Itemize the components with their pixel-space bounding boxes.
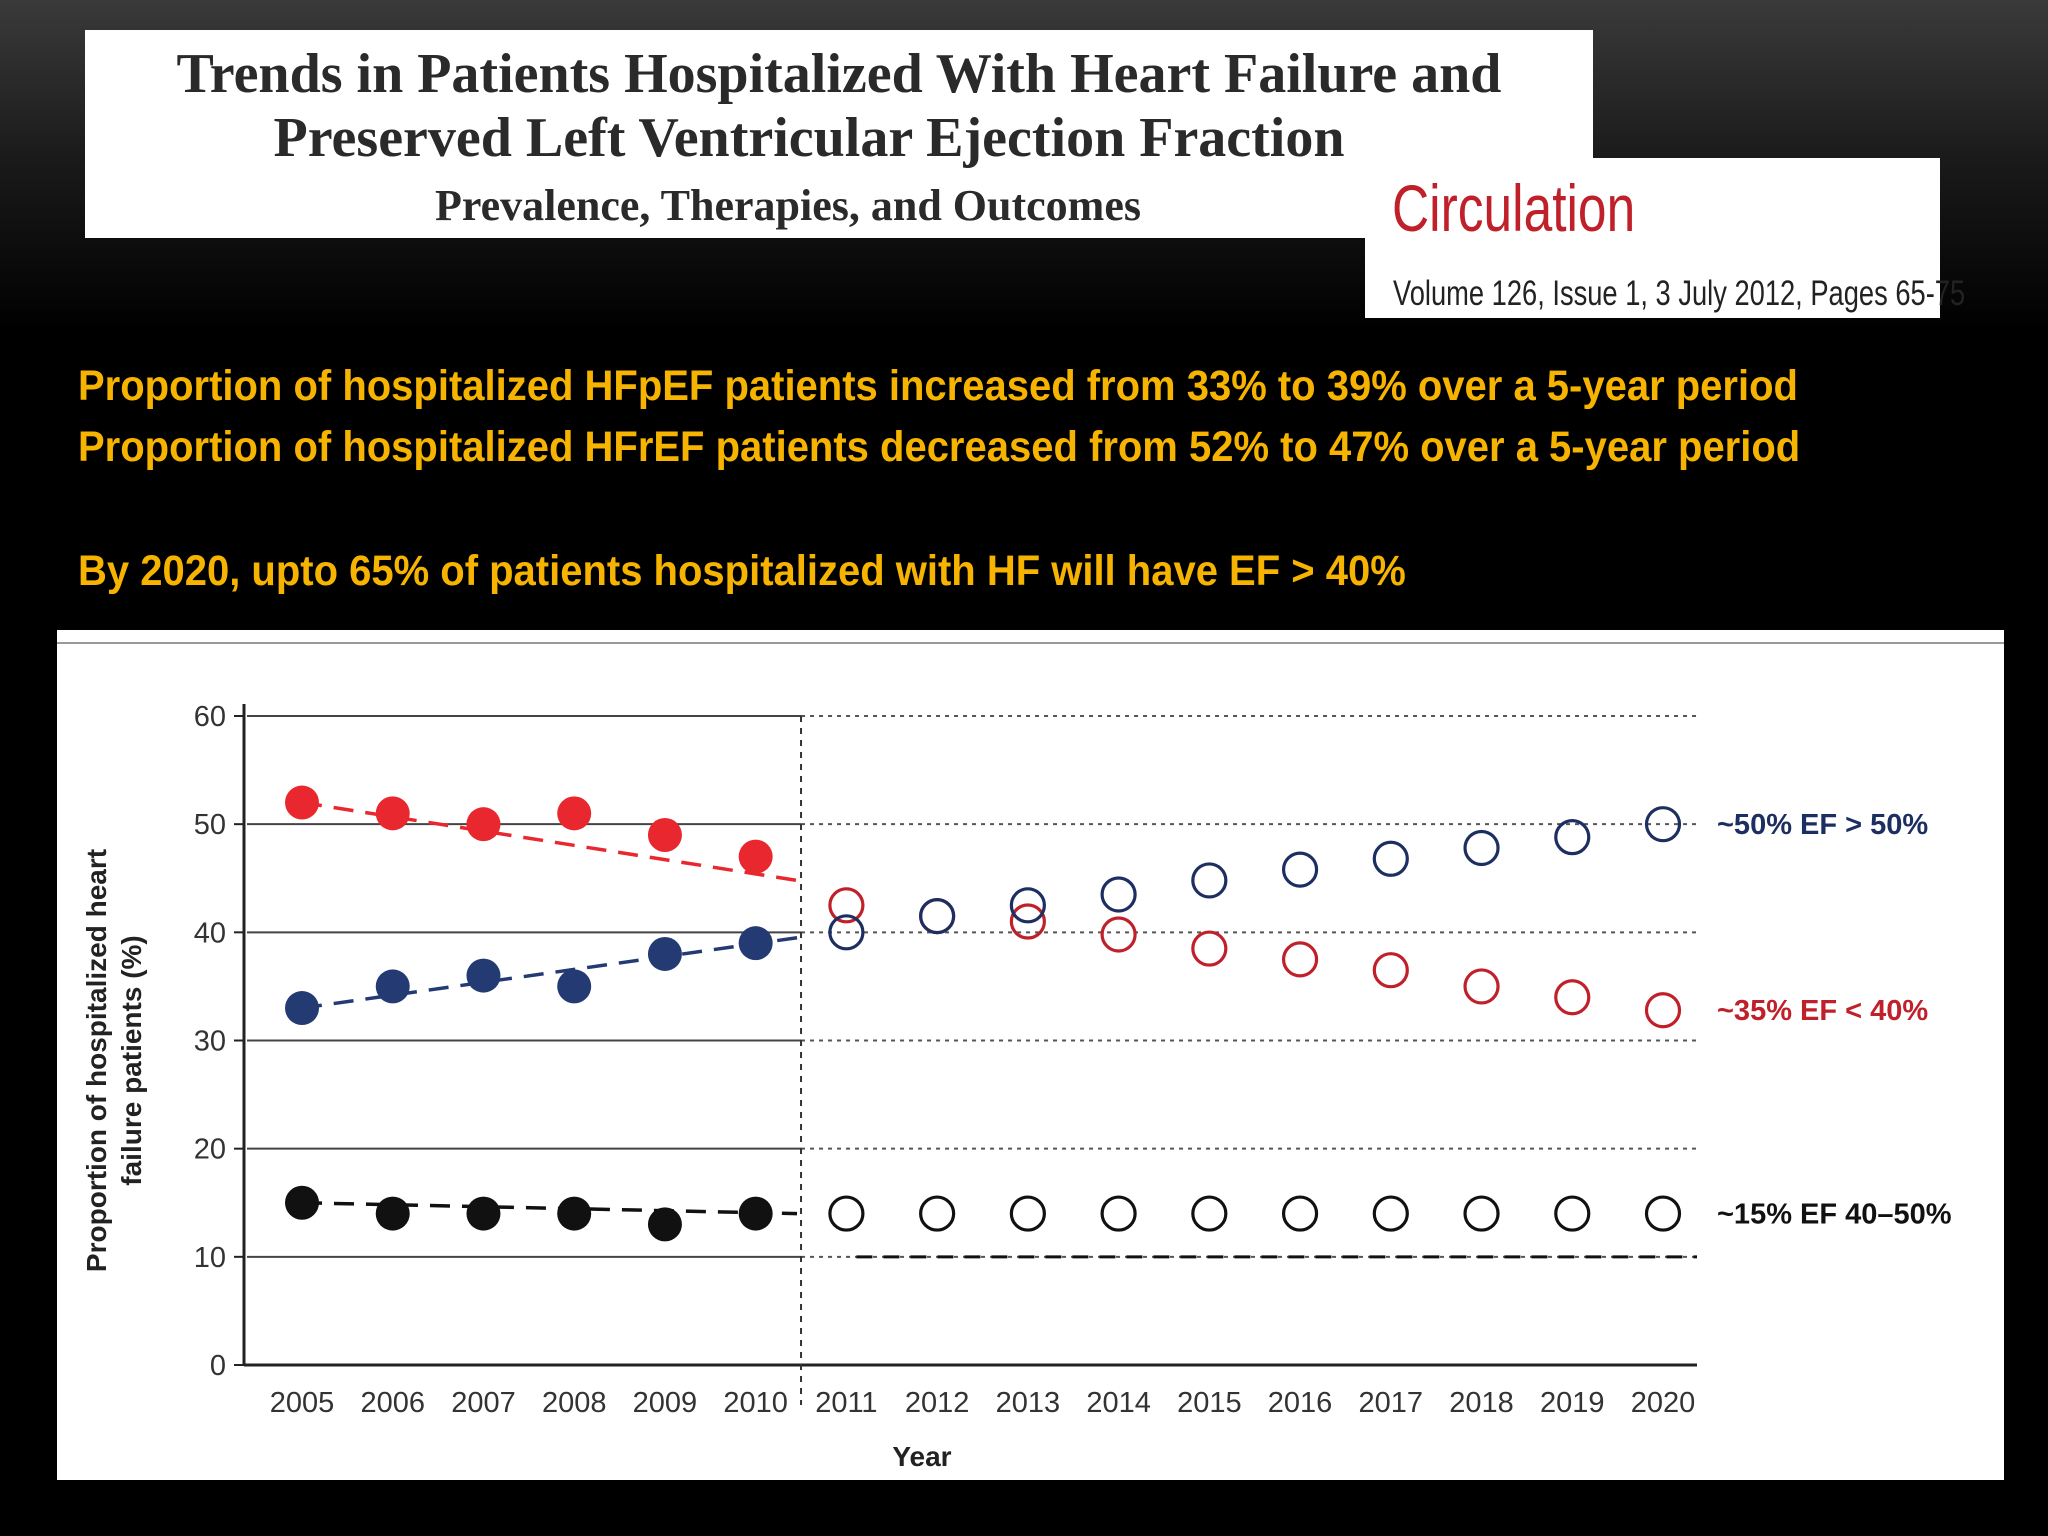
annotation-ef_40_50: ~15% EF 40–50% — [1717, 1199, 1952, 1231]
y-tick-label: 40 — [194, 917, 226, 949]
projected-point-ef_gt_50 — [1009, 887, 1046, 924]
observed-point-ef_40_50 — [375, 1196, 410, 1231]
y-axis-title-line1: Proportion of hospitalized heart — [81, 849, 112, 1272]
observed-point-ef_lt_40 — [285, 785, 319, 820]
headline-projection: By 2020, upto 65% of patients hospitaliz… — [78, 547, 1406, 595]
trend-chart: 0 10 20 30 40 50 60 2005 2006 2007 2008 2009 2010 201… — [57, 642, 2004, 1472]
x-tick-label: 2019 — [1540, 1387, 1605, 1419]
projected-point-ef_lt_40 — [1100, 916, 1137, 953]
x-tick-label: 2012 — [905, 1387, 970, 1419]
annotation-ef_lt_40: ~35% EF < 40% — [1717, 995, 1928, 1027]
projected-point-ef_40_50 — [1554, 1195, 1591, 1232]
y-axis-title-line2: failure patients (%) — [116, 935, 147, 1185]
projected-point-ef_gt_50 — [1281, 851, 1319, 888]
projected-point-ef_lt_40 — [1009, 903, 1046, 940]
y-tick-label: 10 — [194, 1242, 226, 1274]
x-tick-label: 2016 — [1268, 1387, 1333, 1419]
x-tick-label: 2017 — [1359, 1387, 1424, 1419]
projected-point-ef_40_50 — [1191, 1195, 1228, 1232]
projected-point-ef_40_50 — [1372, 1195, 1409, 1232]
headline-hfref: Proportion of hospitalized HFrEF patient… — [78, 423, 1801, 471]
projected-point-ef_gt_50 — [828, 914, 865, 951]
projected-point-ef_40_50 — [919, 1195, 956, 1232]
projected-point-ef_gt_50 — [1372, 840, 1409, 877]
y-tick-label: 60 — [194, 701, 226, 733]
observed-point-ef_lt_40 — [647, 817, 682, 852]
journal-box: Circulation Volume 126, Issue 1, 3 July … — [1365, 158, 1965, 318]
observed-point-ef_lt_40 — [466, 807, 501, 842]
projected-point-ef_40_50 — [1463, 1195, 1500, 1232]
headline-hfpef: Proportion of hospitalized HFpEF patient… — [78, 362, 1798, 410]
observed-point-ef_gt_50 — [375, 969, 410, 1004]
x-tick-label: 2005 — [270, 1387, 335, 1419]
y-tick-label: 20 — [194, 1134, 226, 1166]
observed-point-ef_gt_50 — [647, 936, 682, 971]
x-tick-label: 2014 — [1086, 1387, 1151, 1419]
x-axis-title: Year — [892, 1441, 951, 1472]
projected-point-ef_gt_50 — [1644, 806, 1682, 843]
observed-point-ef_lt_40 — [557, 796, 592, 831]
projected-point-ef_lt_40 — [1372, 952, 1409, 989]
observed-point-ef_gt_50 — [738, 926, 773, 961]
paper-title-box: Trends in Patients Hospitalized With Hea… — [85, 30, 1593, 238]
projected-point-ef_40_50 — [1009, 1195, 1046, 1232]
observed-point-ef_lt_40 — [738, 839, 773, 874]
projected-point-ef_gt_50 — [1191, 862, 1228, 899]
y-tick-label: 0 — [210, 1350, 226, 1382]
x-tick-label: 2018 — [1449, 1387, 1514, 1419]
projected-point-ef_gt_50 — [1463, 829, 1500, 867]
y-tick-label: 50 — [194, 809, 226, 841]
series-ef_gt_50: ~50% EF > 50% — [285, 806, 1928, 1026]
paper-title-line1: Trends in Patients Hospitalized With Hea… — [176, 43, 1502, 105]
paper-subtitle: Prevalence, Therapies, and Outcomes — [435, 181, 1141, 230]
trend-line-ef_gt_50 — [301, 936, 798, 1010]
projected-point-ef_40_50 — [1100, 1195, 1137, 1232]
x-tick-label: 2011 — [815, 1387, 877, 1419]
projected-point-ef_lt_40 — [1281, 941, 1319, 978]
observed-point-ef_40_50 — [738, 1196, 773, 1231]
x-tick-label: 2007 — [451, 1387, 516, 1419]
series-ef_40_50: ~15% EF 40–50% — [285, 1185, 1952, 1242]
projected-point-ef_gt_50 — [1554, 819, 1591, 856]
x-tick-label: 2020 — [1631, 1387, 1696, 1419]
x-tick-label: 2006 — [360, 1387, 425, 1419]
chart-panel: 0 10 20 30 40 50 60 2005 2006 2007 2008 2009 2010 201… — [57, 630, 2004, 1480]
projected-point-ef_40_50 — [1644, 1195, 1682, 1232]
projected-point-ef_40_50 — [1281, 1195, 1319, 1232]
projected-point-ef_gt_50 — [919, 898, 956, 935]
observed-point-ef_gt_50 — [466, 958, 501, 993]
x-tick-label: 2008 — [542, 1387, 607, 1419]
projected-point-ef_lt_40 — [1191, 930, 1228, 967]
journal-citation: Volume 126, Issue 1, 3 July 2012, Pages … — [1393, 274, 1966, 313]
journal-name: Circulation — [1392, 171, 1636, 245]
observed-point-ef_40_50 — [285, 1185, 319, 1220]
x-tick-label: 2013 — [996, 1387, 1061, 1419]
observed-point-ef_40_50 — [557, 1196, 592, 1231]
series-ef_lt_40: ~35% EF < 40% — [285, 785, 1928, 1029]
x-tick-label: 2015 — [1177, 1387, 1242, 1419]
projected-point-ef_lt_40 — [1554, 979, 1591, 1016]
projected-point-ef_40_50 — [828, 1195, 865, 1232]
y-tick-label: 30 — [194, 1026, 226, 1058]
projected-point-ef_gt_50 — [1100, 876, 1137, 913]
annotation-ef_gt_50: ~50% EF > 50% — [1717, 809, 1928, 841]
projected-point-ef_lt_40 — [828, 887, 865, 924]
observed-point-ef_40_50 — [466, 1196, 501, 1231]
x-tick-label: 2010 — [723, 1387, 788, 1419]
x-tick-label: 2009 — [633, 1387, 698, 1419]
observed-point-ef_40_50 — [647, 1207, 682, 1242]
projected-point-ef_lt_40 — [1644, 992, 1682, 1029]
observed-point-ef_gt_50 — [557, 969, 592, 1004]
projected-point-ef_lt_40 — [1463, 968, 1500, 1005]
observed-point-ef_gt_50 — [285, 991, 319, 1026]
observed-point-ef_lt_40 — [375, 796, 410, 831]
paper-title-line2: Preserved Left Ventricular Ejection Frac… — [273, 107, 1345, 169]
